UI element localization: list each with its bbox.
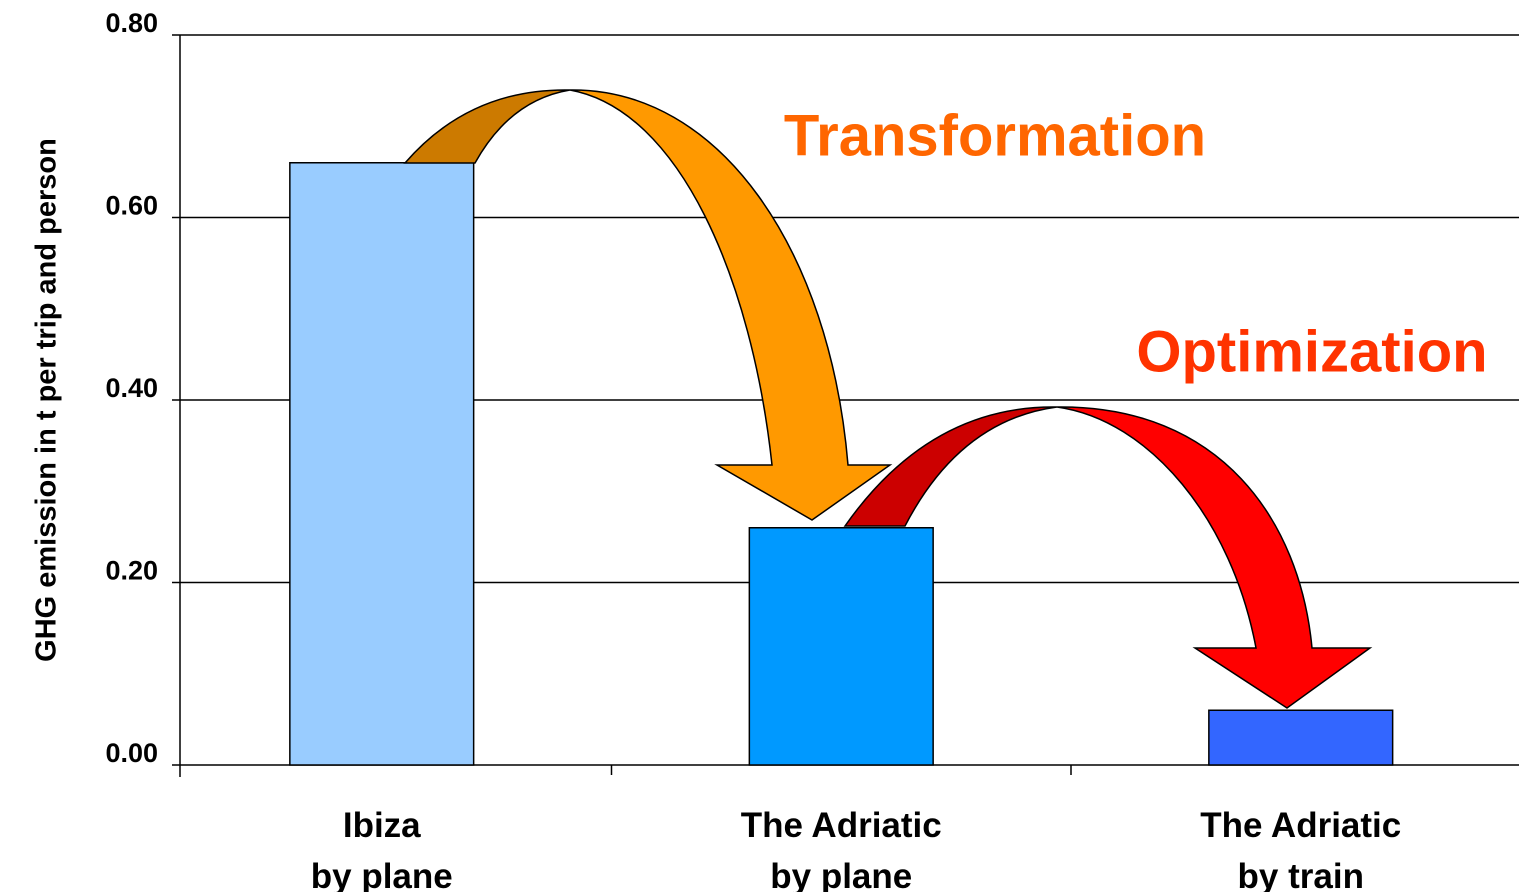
y-axis-label: GHG emission in t per trip and person (31, 138, 63, 662)
x-tick-label: Ibiza by plane (311, 806, 453, 892)
y-tick-label: 0.80 (105, 8, 158, 38)
bar (748, 527, 934, 766)
annotation: Transformation (784, 103, 1206, 168)
y-tick-label: 0.20 (105, 556, 158, 586)
y-tick-label: 0.00 (105, 738, 158, 768)
arrows (403, 89, 1373, 709)
arrow (569, 89, 893, 521)
y-tick-label: 0.40 (105, 373, 158, 403)
arrow (403, 89, 571, 164)
x-tick-label: The Adriatic by plane (741, 806, 942, 892)
bar (289, 162, 475, 766)
y-tick-label: 0.60 (105, 191, 158, 221)
annotation: Optimization (1136, 319, 1487, 384)
arrow (1056, 406, 1373, 709)
x-tick-label: The Adriatic by train (1200, 806, 1401, 892)
bar (1208, 709, 1394, 766)
arrow (843, 406, 1058, 527)
